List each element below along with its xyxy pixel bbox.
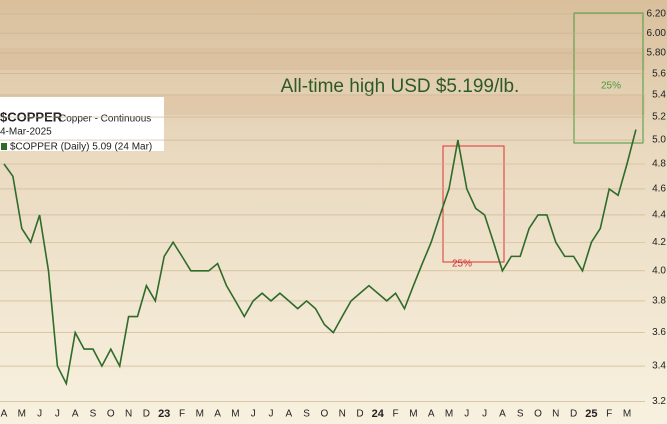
x-tick-label: O (534, 409, 542, 420)
y-tick-label: 3.2 (652, 396, 666, 407)
y-tick-label: 5.4 (652, 90, 666, 101)
x-tick-label: A (72, 409, 79, 420)
x-tick-label: M (409, 409, 417, 420)
x-tick-label: A (214, 409, 221, 420)
header-box (0, 97, 164, 151)
x-tick-label: A (499, 409, 506, 420)
x-tick-label: J (482, 409, 487, 420)
x-tick-label: O (321, 409, 329, 420)
price-line (3, 129, 637, 387)
x-tick-label: F (179, 409, 185, 420)
y-tick-label: 4.0 (652, 265, 666, 276)
annotation: 25% (601, 81, 621, 92)
x-tick-label: A (1, 409, 8, 420)
x-tick-label: N (125, 409, 132, 420)
x-tick-label: N (552, 409, 559, 420)
x-tick-label: O (107, 409, 115, 420)
x-tick-label: F (606, 409, 612, 420)
x-tick-label: F (393, 409, 399, 420)
y-tick-label: 5.6 (652, 68, 666, 79)
range-box (442, 145, 505, 263)
x-tick-label: 25 (585, 408, 597, 420)
annotation: 25% (452, 259, 472, 270)
legend-icon (1, 143, 7, 150)
y-tick-label: 4.2 (652, 237, 666, 248)
x-tick-label: S (90, 409, 97, 420)
x-tick-label: A (428, 409, 435, 420)
x-tick-label: J (55, 409, 60, 420)
y-tick-label: 3.4 (652, 361, 666, 372)
x-tick-label: D (570, 409, 577, 420)
y-tick-label: 5.0 (652, 135, 666, 146)
subtitle: Copper - Continuous (59, 114, 151, 125)
x-tick-label: M (623, 409, 631, 420)
y-tick-label: 4.6 (652, 184, 666, 195)
x-tick-label: A (285, 409, 292, 420)
x-tick-label: M (196, 409, 204, 420)
x-tick-label: J (269, 409, 274, 420)
x-tick-label: J (464, 409, 469, 420)
x-tick-label: J (37, 409, 42, 420)
x-tick-label: D (143, 409, 150, 420)
y-tick-label: 3.8 (652, 296, 666, 307)
y-tick-label: 6.20 (647, 9, 667, 20)
y-tick-label: 3.6 (652, 327, 666, 338)
y-tick-label: 6.00 (647, 28, 667, 39)
y-tick-label: 5.2 (652, 112, 666, 123)
x-tick-label: J (251, 409, 256, 420)
y-tick-label: 4.8 (652, 159, 666, 170)
x-tick-label: M (18, 409, 26, 420)
range-box (573, 12, 644, 144)
x-tick-label: N (339, 409, 346, 420)
x-tick-label: S (517, 409, 524, 420)
band (0, 48, 645, 70)
y-tick-label: 4.4 (652, 210, 666, 221)
date: 4-Mar-2025 (0, 127, 52, 138)
x-tick-label: 24 (372, 408, 385, 420)
legend-text: $COPPER (Daily) 5.09 (24 Mar) (10, 142, 152, 153)
x-tick-label: M (445, 409, 453, 420)
x-tick-label: M (231, 409, 239, 420)
y-tick-label: 5.80 (647, 48, 667, 59)
annotation: All-time high USD $5.199/lb. (281, 76, 520, 97)
x-tick-label: 23 (158, 408, 170, 420)
x-tick-label: S (303, 409, 310, 420)
x-tick-label: D (356, 409, 363, 420)
